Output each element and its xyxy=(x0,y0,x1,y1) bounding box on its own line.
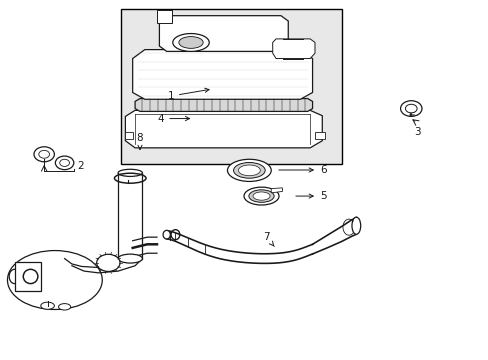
Polygon shape xyxy=(271,188,282,193)
Circle shape xyxy=(400,101,421,116)
Ellipse shape xyxy=(7,251,102,310)
Polygon shape xyxy=(15,262,41,291)
FancyBboxPatch shape xyxy=(120,9,341,164)
Text: 5: 5 xyxy=(295,191,326,201)
Ellipse shape xyxy=(227,159,271,181)
Ellipse shape xyxy=(118,254,142,263)
Polygon shape xyxy=(125,132,132,139)
Ellipse shape xyxy=(59,303,71,310)
Ellipse shape xyxy=(351,217,360,234)
Polygon shape xyxy=(125,111,322,148)
Text: 3: 3 xyxy=(413,127,420,137)
Ellipse shape xyxy=(238,165,260,176)
Text: 6: 6 xyxy=(278,165,326,175)
Circle shape xyxy=(34,147,54,162)
Text: 2: 2 xyxy=(77,161,83,171)
Ellipse shape xyxy=(248,190,274,202)
Circle shape xyxy=(55,156,74,170)
Circle shape xyxy=(60,159,69,166)
Ellipse shape xyxy=(179,37,203,48)
Polygon shape xyxy=(132,50,312,99)
Circle shape xyxy=(39,150,49,158)
Text: 4: 4 xyxy=(157,113,189,123)
Ellipse shape xyxy=(118,169,142,176)
Polygon shape xyxy=(157,10,171,23)
Text: 8: 8 xyxy=(136,133,143,149)
Ellipse shape xyxy=(163,230,170,239)
Polygon shape xyxy=(272,39,314,59)
Ellipse shape xyxy=(252,192,269,200)
Ellipse shape xyxy=(41,302,54,309)
Ellipse shape xyxy=(172,33,209,51)
Circle shape xyxy=(405,104,416,113)
Ellipse shape xyxy=(244,187,279,205)
Ellipse shape xyxy=(9,269,20,284)
Ellipse shape xyxy=(233,162,264,178)
Text: 7: 7 xyxy=(263,232,274,247)
Text: 1: 1 xyxy=(167,88,209,101)
Polygon shape xyxy=(135,99,312,111)
Circle shape xyxy=(97,254,120,271)
Polygon shape xyxy=(159,16,287,51)
Polygon shape xyxy=(314,132,324,139)
